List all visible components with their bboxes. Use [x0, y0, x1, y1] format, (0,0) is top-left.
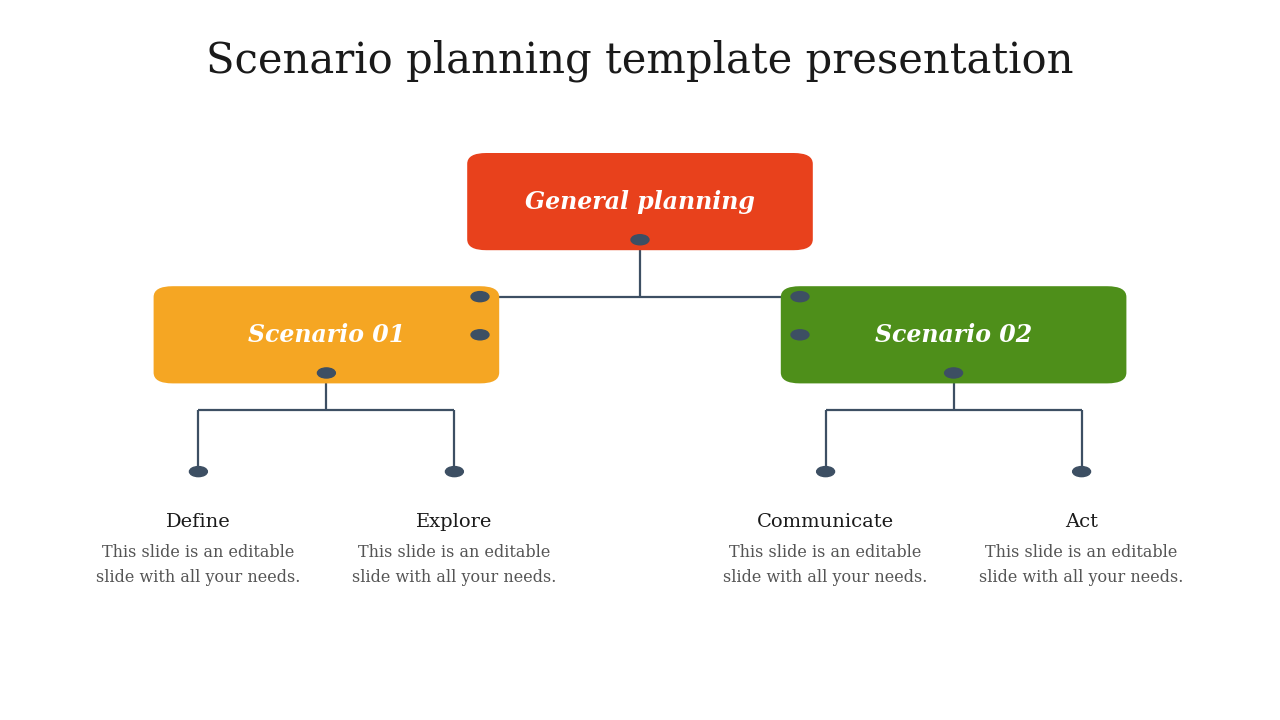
Text: Act: Act — [1065, 513, 1098, 531]
Text: This slide is an editable
slide with all your needs.: This slide is an editable slide with all… — [723, 544, 928, 586]
Text: Explore: Explore — [416, 513, 493, 531]
Circle shape — [945, 368, 963, 378]
Circle shape — [817, 467, 835, 477]
Text: Define: Define — [166, 513, 230, 531]
Text: Communicate: Communicate — [756, 513, 895, 531]
Circle shape — [471, 292, 489, 302]
Circle shape — [317, 368, 335, 378]
Circle shape — [189, 467, 207, 477]
Circle shape — [1073, 467, 1091, 477]
Circle shape — [471, 330, 489, 340]
Circle shape — [631, 235, 649, 245]
Text: This slide is an editable
slide with all your needs.: This slide is an editable slide with all… — [352, 544, 557, 586]
Circle shape — [791, 330, 809, 340]
Text: Scenario planning template presentation: Scenario planning template presentation — [206, 40, 1074, 83]
FancyBboxPatch shape — [467, 153, 813, 251]
Text: General planning: General planning — [525, 189, 755, 214]
Text: Scenario 01: Scenario 01 — [248, 323, 404, 347]
Text: This slide is an editable
slide with all your needs.: This slide is an editable slide with all… — [979, 544, 1184, 586]
FancyBboxPatch shape — [781, 286, 1126, 383]
Text: Scenario 02: Scenario 02 — [876, 323, 1032, 347]
Circle shape — [791, 292, 809, 302]
Circle shape — [445, 467, 463, 477]
FancyBboxPatch shape — [154, 286, 499, 383]
Text: This slide is an editable
slide with all your needs.: This slide is an editable slide with all… — [96, 544, 301, 586]
